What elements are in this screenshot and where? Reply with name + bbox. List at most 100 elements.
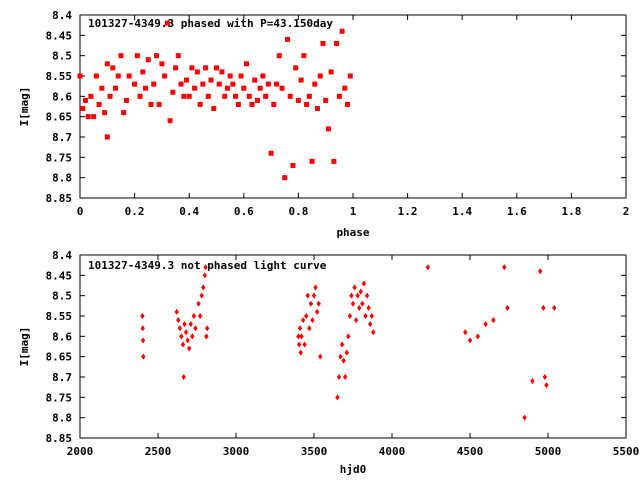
light-curve-chart: 2000 2500 3000 3500 4000 4500 5000 5500 8.4 8.45 8… [18,249,639,476]
data-point [180,341,186,348]
data-point [345,101,351,107]
data-point [300,317,306,324]
data-point [102,110,108,116]
data-point [338,353,343,360]
data-point [238,73,244,79]
data-point [123,97,129,103]
data-point [132,81,138,87]
data-point [118,53,124,59]
y-tick-label: 8.7 [52,371,72,384]
x-tick-label: 3000 [223,445,250,458]
data-point [334,40,340,46]
data-point [143,85,149,91]
data-point [505,304,510,311]
y-axis-label: I[mag] [18,327,31,367]
data-point [141,353,146,360]
data-point [181,93,187,99]
data-point [235,101,241,107]
data-point [145,57,151,63]
data-point [257,85,263,91]
data-point [227,73,233,79]
x-tick-label: 2000 [67,445,94,458]
data-point [177,325,183,332]
data-point [328,69,334,75]
data-point [188,321,193,328]
data-point [320,40,326,46]
data-point [192,85,198,91]
data-point [358,288,363,295]
data-point [282,175,288,181]
data-point [77,73,83,79]
data-point [463,329,468,336]
data-point [200,81,206,87]
data-point [205,93,211,99]
data-point [347,73,353,79]
data-point [293,65,299,71]
data-point [342,85,348,91]
data-point [290,162,296,168]
data-point [355,292,360,299]
data-point [162,73,168,79]
data-point [301,53,307,59]
data-point [363,313,368,319]
data-point [185,337,190,344]
data-point [203,65,209,71]
data-point [491,317,496,324]
data-point [164,20,170,26]
data-point [159,61,165,67]
data-point [339,28,345,34]
x-tick-label: 0.2 [125,205,145,218]
data-point [140,325,145,332]
data-point [331,158,337,164]
data-point [522,414,527,421]
data-point [96,101,102,107]
data-point [343,374,348,380]
data-point [202,272,207,279]
data-point [274,81,280,87]
data-point [174,308,179,315]
data-point [179,333,184,340]
data-point [542,374,548,380]
data-point [204,325,210,332]
data-point [360,300,365,307]
data-point [208,77,214,83]
data-point [284,36,290,42]
data-point [307,325,312,332]
x-tick-label: 0 [77,205,84,218]
data-point [298,349,303,356]
data-point [260,73,266,79]
data-point [222,93,228,99]
data-point [312,81,318,87]
data-point [175,53,181,59]
data-point [304,101,310,107]
data-point [302,341,307,348]
data-point [335,394,340,401]
data-point [350,300,356,307]
data-point [104,134,110,140]
data-point [82,97,88,103]
y-tick-label: 8.45 [46,269,73,282]
data-point [364,292,370,299]
data-point [325,126,331,132]
data-point [295,97,301,103]
data-point [296,333,301,340]
data-point [197,101,203,107]
data-point [244,61,250,67]
data-point [279,85,285,91]
data-point [467,337,473,344]
data-point [314,308,320,315]
data-point [304,313,309,319]
data-point [88,93,94,99]
x-tick-label: 4000 [379,445,406,458]
x-tick-label: 3500 [301,445,328,458]
data-point [352,284,357,291]
data-point [544,382,549,389]
data-point [156,101,162,107]
data-point [265,81,271,87]
data-point [140,313,145,319]
data-point [263,93,269,99]
y-tick-label: 8.65 [46,111,73,124]
data-point [203,264,208,271]
data-point [296,341,302,348]
y-axis-label: I[mag] [18,87,31,127]
